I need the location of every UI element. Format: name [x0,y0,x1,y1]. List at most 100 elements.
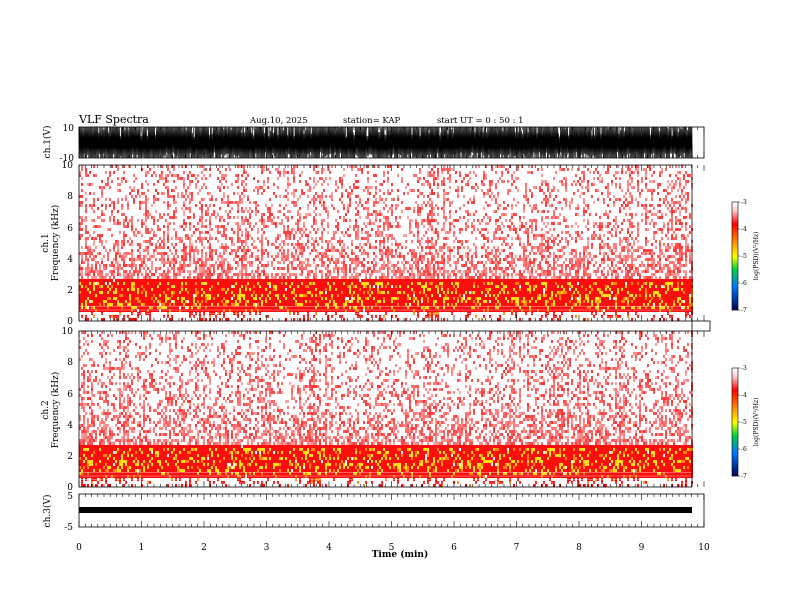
spectrogram-cell [287,219,289,222]
spectrogram-cell [407,303,409,306]
spectrogram-cell [243,255,245,258]
spectrogram-cell [219,300,221,303]
spectrogram-cell [429,249,431,252]
spectrogram-cell [367,306,369,309]
spectrogram-cell [221,291,223,294]
spectrogram-cell [433,207,435,210]
spectrogram-cell [213,204,215,207]
spectrogram-cell [89,282,91,285]
spectrogram-cell [291,192,293,195]
spectrogram-cell [375,261,377,264]
spectrogram-cell [271,291,273,294]
spectrogram-cell [189,264,191,267]
spectrogram-cell [327,282,329,285]
spectrogram-cell [237,231,239,234]
spectrogram-cell [131,243,133,246]
ch1-ytick-top: 10 [63,124,75,134]
spectrogram-cell [397,243,399,246]
spectrogram-cell [81,306,83,309]
spectrogram-cell [175,201,177,204]
spectrogram-cell [347,300,349,303]
spectrogram-cell [267,306,269,309]
spectrogram-cell [193,174,195,177]
spectrogram-cell [201,309,203,312]
spectrogram-cell [315,240,317,243]
spectrogram-cell [363,285,365,288]
spectrogram-cell [431,201,433,204]
spectrogram-cell [217,276,219,279]
spectrogram-cell [111,180,113,183]
spectrogram-cell [441,279,443,282]
spectrogram-cell [447,237,449,240]
spectrogram-cell [283,267,285,270]
spectrogram-cell [387,234,389,237]
spectrogram-cell [299,264,301,267]
spectrogram-cell [79,300,81,303]
spectrogram-cell [449,186,451,189]
spectrogram-cell [301,300,303,303]
spectrogram-cell [209,315,211,318]
spectrogram-cell [237,294,239,297]
spectrogram-cell [423,177,425,180]
spectrogram-cell [269,210,271,213]
spectrogram-cell [157,246,159,249]
spectrogram-cell [81,261,83,264]
spectrogram-cell [411,303,413,306]
spectrogram-cell [329,258,331,261]
spectrogram-cell [227,261,229,264]
spectrogram-cell [313,204,315,207]
spectrogram-cell [243,258,245,261]
spectrogram-cell [215,300,217,303]
spectrogram-cell [441,261,443,264]
spectrogram-cell [165,303,167,306]
spectrogram-cell [305,243,307,246]
spectrogram-cell [163,297,165,300]
spectrogram-cell [249,318,251,321]
spectrogram-cell [465,303,467,306]
spectrogram-cell [269,306,271,309]
spectrogram-cell [199,309,201,312]
spectrogram-cell [113,246,115,249]
spectrogram-cell [443,165,445,168]
spectrogram-cell [111,165,113,168]
spectrogram-cell [267,285,269,288]
spectrogram-cell [235,303,237,306]
spectrogram-cell [399,306,401,309]
spectrogram-cell [91,282,93,285]
spectrogram-cell [165,291,167,294]
spectrogram-cell [349,264,351,267]
spectrogram-cell [81,204,83,207]
spectrogram-cell [301,264,303,267]
spectrogram-cell [277,294,279,297]
spectrogram-cell [437,306,439,309]
spectrogram-cell [95,270,97,273]
spectrogram-cell [299,279,301,282]
spectrogram-cell [323,282,325,285]
spectrogram-cell [117,183,119,186]
date-label: Aug.10, 2025 [249,116,308,126]
spectrogram-cell [121,291,123,294]
spectrogram-cell [287,231,289,234]
spectrogram-cell [461,273,463,276]
spectrogram-cell [85,252,87,255]
spectrogram-cell [369,294,371,297]
spectrogram-cell [417,237,419,240]
spectrogram-cell [403,192,405,195]
spectrogram-cell [125,273,127,276]
spectrogram-cell [387,282,389,285]
spectrogram-cell [455,297,457,300]
spectrogram-cell [373,222,375,225]
spectrogram-cell [393,255,395,258]
spectrogram-cell [121,303,123,306]
spectrogram-cell [315,285,317,288]
spectrogram-cell [377,213,379,216]
spectrogram-cell [281,276,283,279]
spectrogram-cell [443,195,445,198]
spectrogram-cell [239,270,241,273]
spectrogram-cell [175,306,177,309]
spectrogram-cell [281,282,283,285]
spectrogram-cell [373,258,375,261]
spectrogram-cell [271,264,273,267]
spectrogram-cell [389,309,391,312]
spectrogram-cell [383,207,385,210]
